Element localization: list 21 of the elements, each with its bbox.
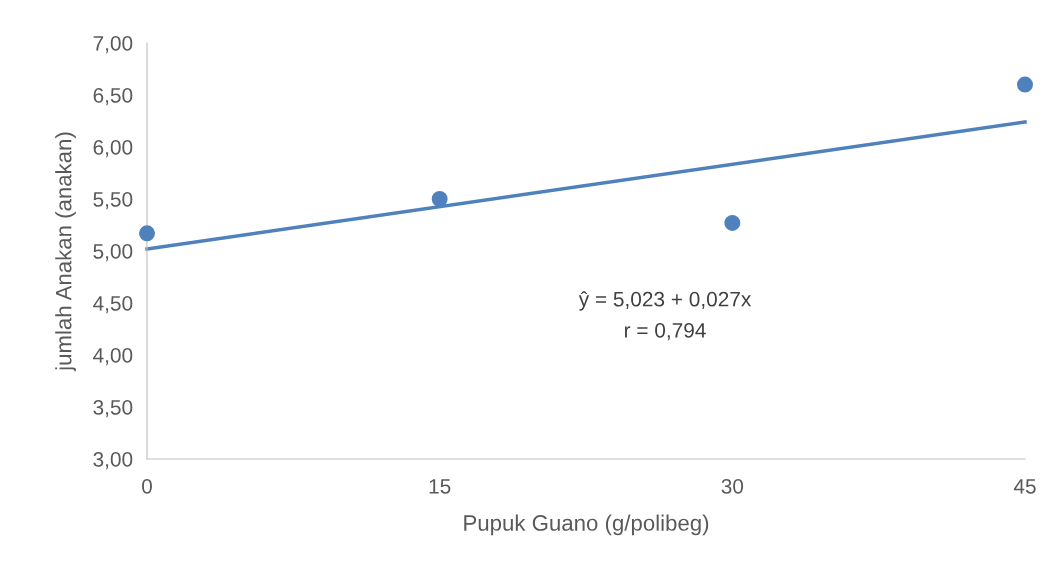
y-tick-label: 5,50 bbox=[93, 192, 133, 210]
annotation: ŷ = 5,023 + 0,027x bbox=[578, 291, 752, 311]
y-tick-label: 6,50 bbox=[93, 88, 133, 106]
y-tick-label: 7,00 bbox=[93, 36, 133, 54]
y-tick-label: 3,50 bbox=[93, 400, 133, 418]
y-tick-label: 6,00 bbox=[93, 140, 133, 158]
annotation: r = 0,794 bbox=[625, 322, 706, 341]
y-tick-label: 4,00 bbox=[93, 348, 133, 366]
y-axis-title: jumlah Anakan (anakan) bbox=[55, 132, 76, 372]
y-tick-label: 3,00 bbox=[93, 452, 133, 470]
point bbox=[724, 214, 741, 231]
y-tick-label: 5,00 bbox=[93, 244, 133, 262]
x-tick-label: 0 bbox=[142, 478, 152, 494]
y-tick-label: 4,50 bbox=[93, 296, 133, 314]
x-tick-label: 30 bbox=[721, 478, 744, 494]
point bbox=[1017, 76, 1033, 93]
x-tick-label: 15 bbox=[429, 479, 451, 494]
x-tick-label: 45 bbox=[1013, 479, 1036, 494]
point bbox=[139, 225, 155, 242]
x-axis-title: Pupuk Guano (g/polibeg) bbox=[464, 514, 709, 536]
point bbox=[431, 191, 448, 207]
